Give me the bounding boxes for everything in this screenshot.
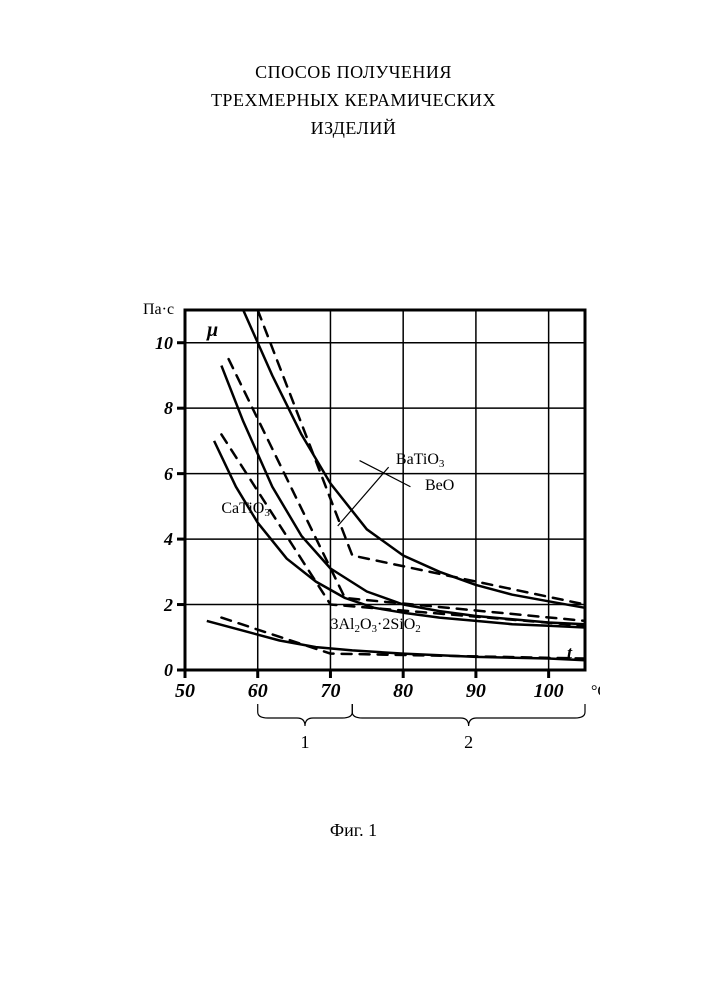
x-tick-label: 70 [310, 680, 350, 703]
region-bracket-2 [352, 704, 585, 726]
series-label-BaTiO3: BaTiO3 [396, 451, 445, 470]
page-title: СПОСОБ ПОЛУЧЕНИЯ ТРЕХМЕРНЫХ КЕРАМИЧЕСКИХ… [0, 58, 707, 142]
figure-caption: Фиг. 1 [0, 820, 707, 841]
region-label-2: 2 [464, 732, 473, 752]
y-tick-label: 6 [133, 464, 173, 485]
title-line-2: ТРЕХМЕРНЫХ КЕРАМИЧЕСКИХ [0, 86, 707, 114]
chart-container: Па·сμt°CBeOBaTiO3CaTiO33Al2O3·2SiO212 [110, 300, 600, 740]
y-tick-label: 2 [133, 595, 173, 616]
x-tick-label: 60 [238, 680, 278, 703]
title-line-3: ИЗДЕЛИЙ [0, 114, 707, 142]
y-tick-label: 4 [133, 529, 173, 550]
region-bracket-1 [258, 704, 353, 726]
y-unit-label: Па·с [143, 301, 174, 318]
x-tick-label: 100 [529, 680, 569, 703]
y-axis-symbol: μ [206, 319, 218, 341]
y-tick-label: 8 [133, 398, 173, 419]
x-tick-label: 50 [165, 680, 205, 703]
series-label-BeO: BeO [425, 477, 454, 494]
y-tick-label: 0 [133, 660, 173, 681]
region-label-1: 1 [301, 732, 310, 752]
title-line-1: СПОСОБ ПОЛУЧЕНИЯ [0, 58, 707, 86]
x-tick-label: 90 [456, 680, 496, 703]
series-label-CaTiO3: CaTiO3 [221, 500, 270, 519]
chart-svg: Па·сμt°CBeOBaTiO3CaTiO33Al2O3·2SiO212 [110, 300, 600, 780]
x-unit-label: °C [591, 683, 600, 700]
y-tick-label: 10 [133, 333, 173, 354]
x-tick-label: 80 [383, 680, 423, 703]
